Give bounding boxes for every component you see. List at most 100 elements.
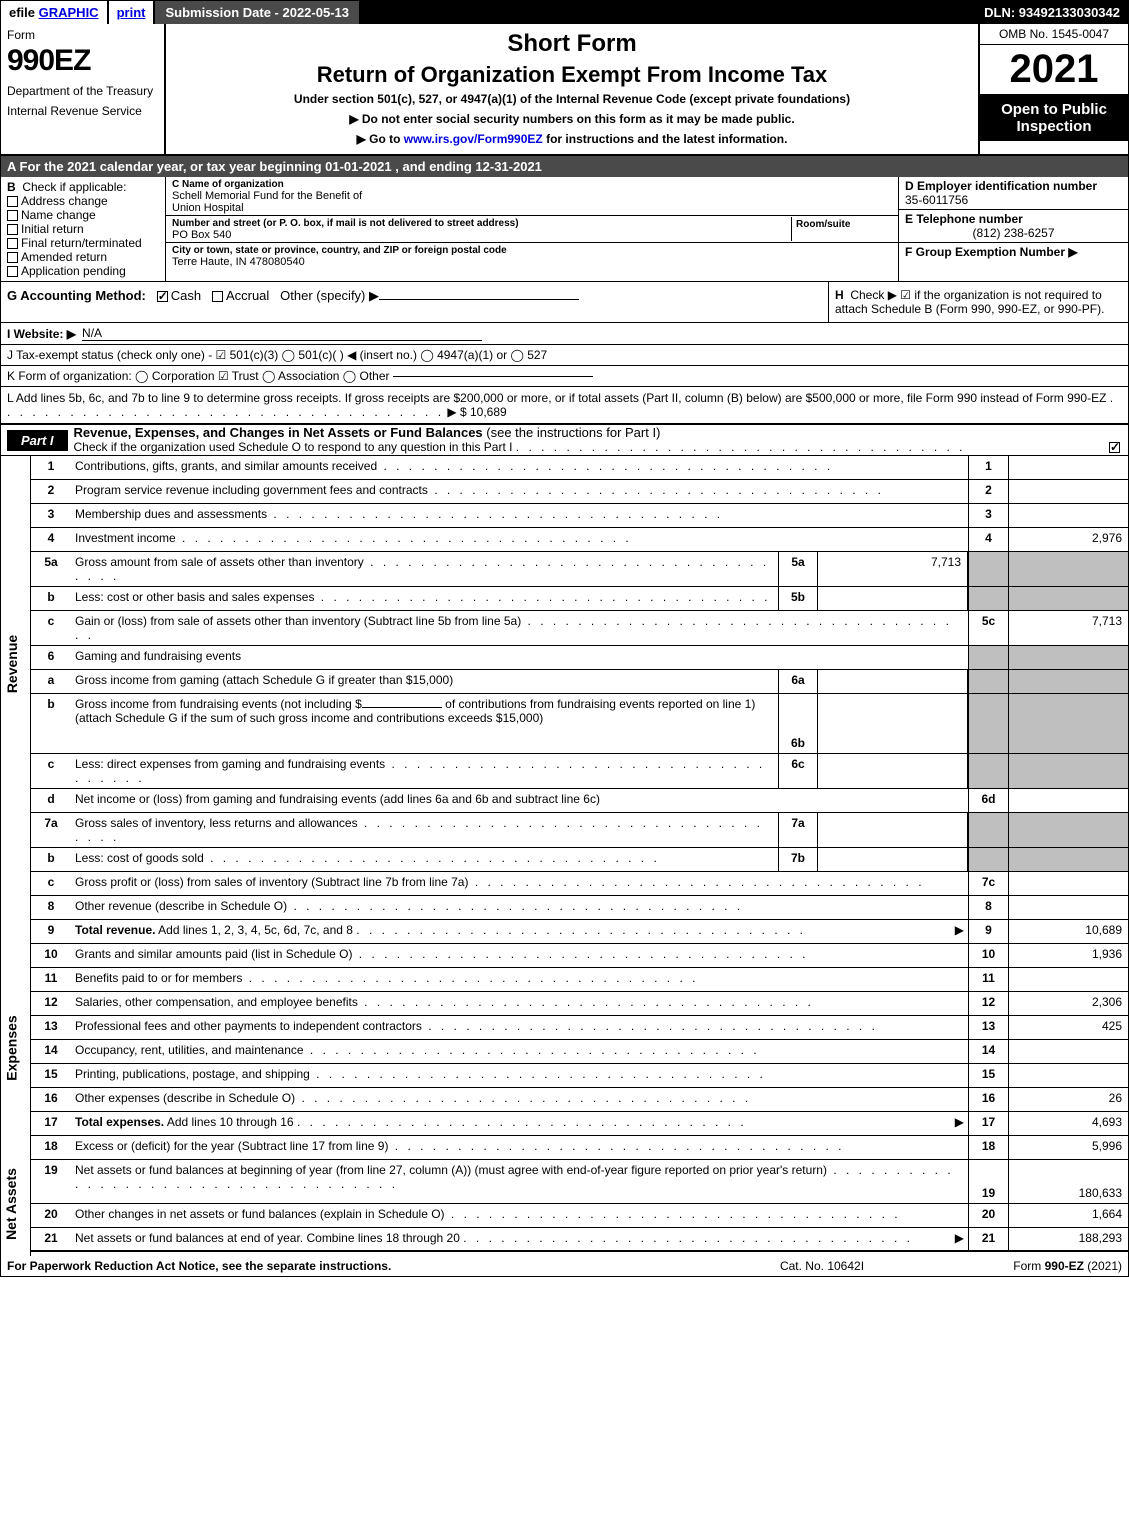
name-change-checkbox[interactable]: [7, 210, 18, 221]
section-c: C Name of organization Schell Memorial F…: [166, 177, 898, 281]
line-6: 6Gaming and fundraising events: [31, 646, 1128, 670]
section-g-h: G Accounting Method: Cash Accrual Other …: [1, 282, 1128, 323]
line-8: 8Other revenue (describe in Schedule O)8: [31, 896, 1128, 920]
line-h: H Check ▶ ☑ if the organization is not r…: [828, 282, 1128, 322]
part-1-table: Revenue 1Contributions, gifts, grants, a…: [1, 456, 1128, 1256]
schedule-o-checkbox[interactable]: [1109, 442, 1120, 453]
section-b-through-f: B Check if applicable: Address change Na…: [1, 177, 1128, 282]
dept-irs: Internal Revenue Service: [7, 104, 158, 118]
line-i: I Website: ▶ N/A: [1, 323, 1128, 345]
ein-value: 35-6011756: [905, 193, 968, 207]
dept-treasury: Department of the Treasury: [7, 84, 158, 98]
ein-label: D Employer identification number: [905, 179, 1097, 193]
page-footer: For Paperwork Reduction Act Notice, see …: [1, 1256, 1128, 1276]
gross-receipts-value: 10,689: [470, 405, 507, 419]
line-5c: cGain or (loss) from sale of assets othe…: [31, 611, 1128, 646]
netassets-section-label: Net Assets: [1, 1136, 31, 1256]
accrual-checkbox[interactable]: [212, 291, 223, 302]
address-change-checkbox[interactable]: [7, 196, 18, 207]
line-20: 20Other changes in net assets or fund ba…: [31, 1204, 1128, 1228]
revenue-section-label: Revenue: [1, 456, 31, 944]
phone-value: (812) 238-6257: [905, 226, 1122, 240]
line-7c: cGross profit or (loss) from sales of in…: [31, 872, 1128, 896]
org-name-1: Schell Memorial Fund for the Benefit of: [172, 190, 362, 202]
line-18: 18Excess or (deficit) for the year (Subt…: [31, 1136, 1128, 1160]
line-21: 21Net assets or fund balances at end of …: [31, 1228, 1128, 1252]
form-label: Form: [7, 28, 158, 42]
other-org-input[interactable]: [393, 376, 593, 377]
efile-link[interactable]: efile GRAPHIC: [1, 1, 109, 24]
header-left: Form 990EZ Department of the Treasury In…: [1, 24, 166, 154]
line-15: 15Printing, publications, postage, and s…: [31, 1064, 1128, 1088]
top-bar: efile GRAPHIC print Submission Date - 20…: [1, 1, 1128, 24]
line-6b: bGross income from fundraising events (n…: [31, 694, 1128, 754]
org-name-2: Union Hospital: [172, 202, 244, 214]
line-9: 9Total revenue. Add lines 1, 2, 3, 4, 5c…: [31, 920, 1128, 944]
line-11: 11Benefits paid to or for members11: [31, 968, 1128, 992]
main-title: Return of Organization Exempt From Incom…: [174, 62, 970, 88]
line-6c: cLess: direct expenses from gaming and f…: [31, 754, 1128, 789]
line-12: 12Salaries, other compensation, and empl…: [31, 992, 1128, 1016]
part-1-header: Part I Revenue, Expenses, and Changes in…: [1, 424, 1128, 456]
line-13: 13Professional fees and other payments t…: [31, 1016, 1128, 1040]
efile-prefix: efile: [9, 5, 39, 20]
line-k: K Form of organization: ◯ Corporation ☑ …: [1, 366, 1128, 387]
website-value: N/A: [82, 326, 482, 341]
line-3: 3Membership dues and assessments3: [31, 504, 1128, 528]
section-b: B Check if applicable: Address change Na…: [1, 177, 166, 281]
line-6d: dNet income or (loss) from gaming and fu…: [31, 789, 1128, 813]
section-d-e-f: D Employer identification number 35-6011…: [898, 177, 1128, 281]
omb-number: OMB No. 1545-0047: [980, 24, 1128, 45]
cat-number: Cat. No. 10642I: [722, 1259, 922, 1273]
city-state-zip: Terre Haute, IN 478080540: [172, 256, 305, 268]
part-1-title: Revenue, Expenses, and Changes in Net As…: [74, 425, 1128, 455]
line-j: J Tax-exempt status (check only one) - ☑…: [1, 345, 1128, 366]
expenses-section-label: Expenses: [1, 944, 31, 1136]
cash-checkbox[interactable]: [157, 291, 168, 302]
submission-date: Submission Date - 2022-05-13: [155, 1, 359, 24]
header-center: Short Form Return of Organization Exempt…: [166, 24, 978, 154]
open-public-box: Open to Public Inspection: [980, 95, 1128, 141]
initial-return-checkbox[interactable]: [7, 224, 18, 235]
line-2: 2Program service revenue including gover…: [31, 480, 1128, 504]
line-g: G Accounting Method: Cash Accrual Other …: [1, 282, 828, 322]
paperwork-notice: For Paperwork Reduction Act Notice, see …: [7, 1259, 722, 1273]
line-7a: 7aGross sales of inventory, less returns…: [31, 813, 1128, 848]
tax-year: 2021: [980, 45, 1128, 95]
ssn-warning: ▶ Do not enter social security numbers o…: [174, 112, 970, 126]
line-4: 4Investment income42,976: [31, 528, 1128, 552]
form-ref: Form 990-EZ (2021): [922, 1259, 1122, 1273]
short-form-title: Short Form: [174, 30, 970, 58]
line-14: 14Occupancy, rent, utilities, and mainte…: [31, 1040, 1128, 1064]
header-right: OMB No. 1545-0047 2021 Open to Public In…: [978, 24, 1128, 154]
line-5b: bLess: cost or other basis and sales exp…: [31, 587, 1128, 611]
line-19: 19Net assets or fund balances at beginni…: [31, 1160, 1128, 1204]
other-specify-input[interactable]: [379, 299, 579, 300]
graphic-link[interactable]: GRAPHIC: [39, 5, 99, 20]
irs-link[interactable]: www.irs.gov/Form990EZ: [404, 132, 543, 146]
topbar-spacer: [359, 1, 976, 24]
line-17: 17Total expenses. Add lines 10 through 1…: [31, 1112, 1128, 1136]
line-16: 16Other expenses (describe in Schedule O…: [31, 1088, 1128, 1112]
line-6a: aGross income from gaming (attach Schedu…: [31, 670, 1128, 694]
line-1: 1Contributions, gifts, grants, and simil…: [31, 456, 1128, 480]
amended-return-checkbox[interactable]: [7, 252, 18, 263]
phone-label: E Telephone number: [905, 212, 1023, 226]
part-1-tag: Part I: [7, 430, 68, 451]
line-5a: 5aGross amount from sale of assets other…: [31, 552, 1128, 587]
form-number: 990EZ: [7, 44, 158, 78]
form-header: Form 990EZ Department of the Treasury In…: [1, 24, 1128, 156]
line-7b: bLess: cost of goods sold7b: [31, 848, 1128, 872]
dln-number: DLN: 93492133030342: [976, 1, 1128, 24]
print-link[interactable]: print: [109, 1, 156, 24]
group-exemption-label: F Group Exemption Number ▶: [905, 245, 1078, 259]
line-l: L Add lines 5b, 6c, and 7b to line 9 to …: [1, 387, 1128, 424]
subtitle: Under section 501(c), 527, or 4947(a)(1)…: [174, 92, 970, 106]
form-wrapper: efile GRAPHIC print Submission Date - 20…: [0, 0, 1129, 1277]
goto-line: ▶ Go to www.irs.gov/Form990EZ for instru…: [174, 132, 970, 146]
line-10: 10Grants and similar amounts paid (list …: [31, 944, 1128, 968]
application-pending-checkbox[interactable]: [7, 266, 18, 277]
street-address: PO Box 540: [172, 229, 231, 241]
final-return-checkbox[interactable]: [7, 238, 18, 249]
line-a: A For the 2021 calendar year, or tax yea…: [1, 156, 1128, 177]
